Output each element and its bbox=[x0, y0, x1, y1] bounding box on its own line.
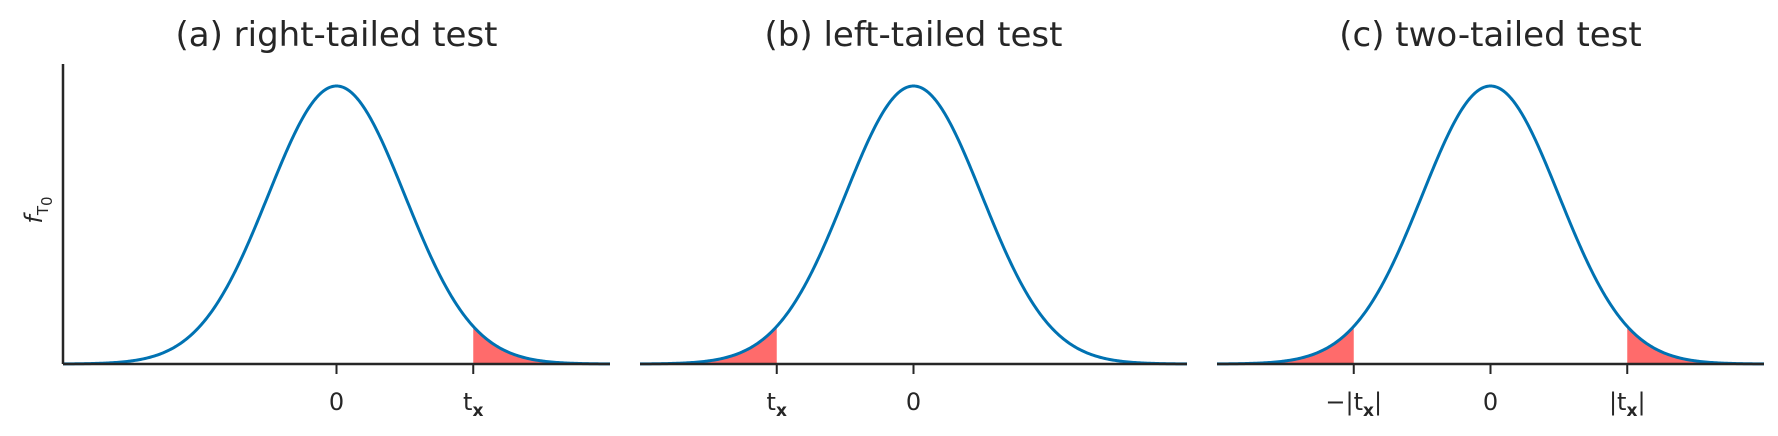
density-curve bbox=[62, 84, 611, 366]
x-tick-label: tx bbox=[463, 388, 483, 421]
chart-panel-2: tx 0 (b) left-tailed test bbox=[639, 15, 1188, 421]
chart-title: (c) two-tailed test bbox=[1339, 15, 1642, 55]
y-axis-label: fT0 bbox=[20, 196, 56, 223]
chart-panel-1: fT0 0 tx (a) right-tailed test bbox=[20, 15, 611, 421]
chart-panel-3: −|tx| 0 |tx| (c) two-tailed test bbox=[1216, 15, 1765, 421]
x-tick-label: −|tx| bbox=[1325, 388, 1382, 421]
x-tick-label: 0 bbox=[329, 388, 344, 416]
x-tick-label: 0 bbox=[906, 388, 921, 416]
density-curve bbox=[639, 84, 1188, 366]
rejection-region-1 bbox=[1217, 326, 1354, 364]
chart-title: (b) left-tailed test bbox=[765, 15, 1063, 55]
x-tick-label: |tx| bbox=[1609, 388, 1646, 421]
x-tick-label: 0 bbox=[1483, 388, 1498, 416]
rejection-region-2 bbox=[1627, 326, 1764, 364]
rejection-region-1 bbox=[473, 326, 610, 364]
chart-title: (a) right-tailed test bbox=[176, 15, 498, 55]
density-curve bbox=[1216, 84, 1765, 366]
rejection-region-1 bbox=[640, 326, 777, 364]
x-tick-label: tx bbox=[767, 388, 787, 421]
